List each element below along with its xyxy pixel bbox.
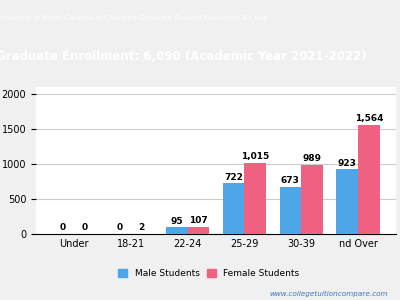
Text: Graduate Enrollment: 6,090 (Academic Year 2021-2022): Graduate Enrollment: 6,090 (Academic Yea…	[0, 50, 366, 63]
Bar	[188, 226, 209, 234]
Text: University of North Carolina at Charlotte Graduate Student Population By Age: University of North Carolina at Charlott…	[0, 15, 268, 21]
Bar	[358, 124, 380, 234]
Text: 989: 989	[302, 154, 322, 163]
Text: 1,015: 1,015	[241, 152, 269, 161]
Text: www.collegetuitioncompare.com: www.collegetuitioncompare.com	[269, 291, 388, 297]
Bar	[244, 163, 266, 234]
Bar	[166, 227, 188, 234]
Text: 722: 722	[224, 173, 243, 182]
Text: 1,564: 1,564	[354, 114, 383, 123]
Text: 0: 0	[82, 223, 88, 232]
Text: 0: 0	[60, 223, 66, 232]
Text: 923: 923	[338, 159, 357, 168]
Bar	[223, 184, 244, 234]
Bar	[301, 165, 323, 234]
Text: 0: 0	[117, 223, 123, 232]
Legend: Male Students, Female Students: Male Students, Female Students	[115, 265, 303, 281]
Text: 95: 95	[170, 217, 183, 226]
Text: 673: 673	[281, 176, 300, 185]
Bar	[280, 187, 301, 234]
Bar	[336, 169, 358, 234]
Text: 107: 107	[189, 216, 208, 225]
Text: 2: 2	[138, 223, 145, 232]
